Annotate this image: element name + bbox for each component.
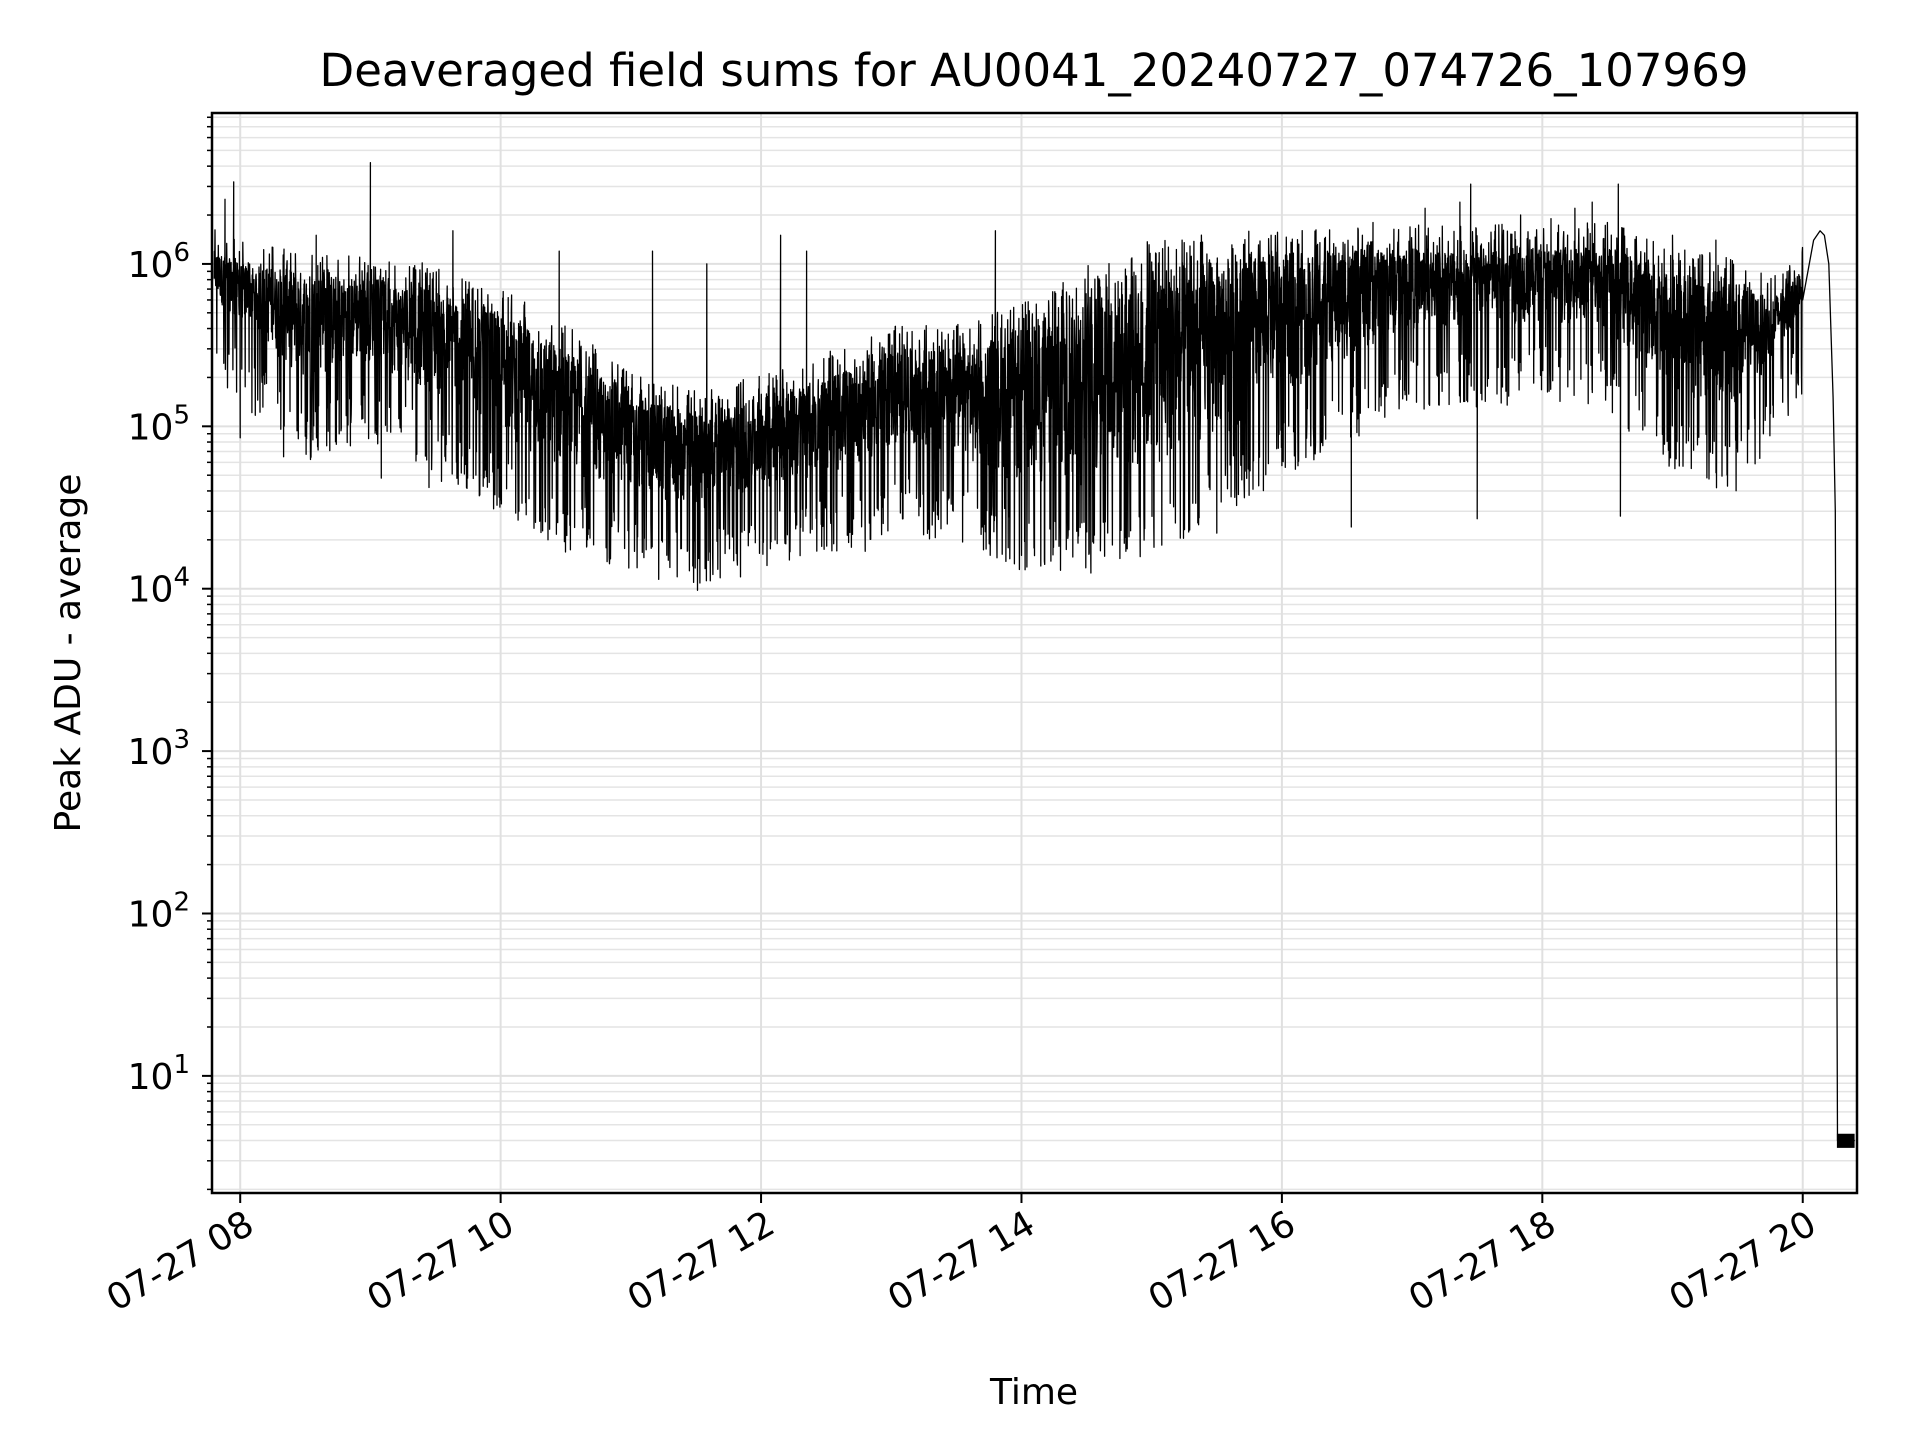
- y-tick-label-base: 10: [128, 1057, 174, 1098]
- x-axis-label: Time: [989, 1372, 1078, 1413]
- y-tick-label-base: 10: [128, 570, 174, 611]
- y-tick-label-base: 10: [128, 407, 174, 448]
- y-tick-label-exponent: 6: [173, 238, 190, 268]
- series-layer: [213, 162, 1855, 1148]
- y-tick-label: 101: [128, 1050, 190, 1098]
- y-tick-label: 105: [128, 400, 190, 448]
- y-tick-label-base: 10: [128, 245, 174, 286]
- series-line: [213, 162, 1855, 1142]
- y-tick-label-exponent: 5: [173, 400, 190, 430]
- series-tail-jitter: [1836, 1133, 1855, 1148]
- y-tick-label: 104: [128, 563, 190, 611]
- y-tick-label: 102: [128, 887, 190, 935]
- y-axis-label: Peak ADU - average: [48, 474, 89, 833]
- y-tick-label: 103: [128, 725, 190, 773]
- y-tick-label-exponent: 1: [173, 1050, 190, 1080]
- y-tick-label-exponent: 4: [173, 563, 190, 593]
- y-tick-label: 106: [128, 238, 190, 286]
- y-tick-label-base: 10: [128, 732, 174, 773]
- y-tick-label-base: 10: [128, 894, 174, 935]
- y-tick-label-exponent: 2: [173, 887, 190, 917]
- y-tick-label-exponent: 3: [173, 725, 190, 755]
- chart-title: Deaveraged field sums for AU0041_2024072…: [320, 44, 1749, 97]
